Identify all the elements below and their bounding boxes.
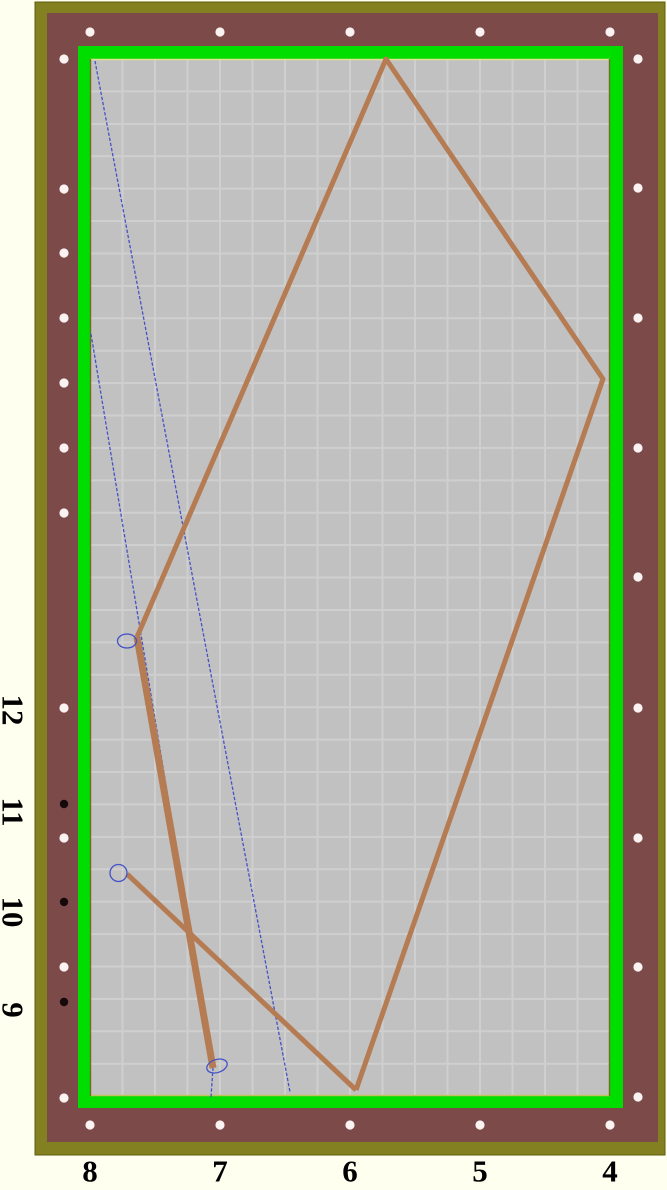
rail-diamond-left xyxy=(59,313,69,323)
rail-diamond-right xyxy=(633,313,643,323)
shot-paths xyxy=(125,56,606,1092)
rail-diamonds xyxy=(59,27,643,1130)
rail-diamond-left-black xyxy=(59,897,69,907)
rail-diamond-top xyxy=(475,27,485,37)
rail-diamond-right xyxy=(633,962,643,972)
rail-diamond-left xyxy=(59,184,69,194)
rail-diamond-left xyxy=(59,248,69,258)
bottom-rail-label-5: 5 xyxy=(472,1154,488,1189)
rail-diamond-left xyxy=(59,508,69,518)
rail-diamond-left xyxy=(59,833,69,843)
rail-diamond-bottom xyxy=(605,1120,615,1130)
rail-diamond-top xyxy=(345,27,355,37)
cue-ball-path-thick xyxy=(133,636,217,1069)
rail-diamond-left xyxy=(59,378,69,388)
rail-diamond-bottom xyxy=(345,1120,355,1130)
object-ball-path xyxy=(134,56,606,1091)
rail-diamond-left xyxy=(59,54,69,64)
left-rail-label-10: 10 xyxy=(0,897,31,928)
bed-grid xyxy=(90,59,610,1096)
rail-diamond-top xyxy=(605,27,615,37)
rail-diamond-bottom xyxy=(85,1120,95,1130)
ball-marker[interactable] xyxy=(116,633,138,649)
rail-diamond-right xyxy=(633,703,643,713)
bottom-rail-label-7: 7 xyxy=(212,1154,228,1189)
bottom-rail-label-4: 4 xyxy=(602,1154,618,1189)
left-rail-label-11: 11 xyxy=(0,797,31,826)
ball-marker[interactable] xyxy=(205,1057,229,1076)
rail-number-labels: 8 7 6 5 4 12 11 10 9 xyxy=(0,695,618,1189)
rail-diamond-top xyxy=(85,27,95,37)
left-rail-label-9: 9 xyxy=(0,1002,31,1018)
left-rail-label-12: 12 xyxy=(0,695,31,726)
bottom-rail-label-8: 8 xyxy=(82,1154,98,1189)
rail-diamond-bottom xyxy=(475,1120,485,1130)
rail-diamond-right xyxy=(633,833,643,843)
rail-diamond-left-black xyxy=(59,799,69,809)
ball-markers xyxy=(109,633,229,1076)
rail-diamond-left xyxy=(59,443,69,453)
rail-diamond-right xyxy=(633,183,643,193)
rail-diamond-top xyxy=(215,27,225,37)
rail-diamond-bottom xyxy=(215,1120,225,1130)
rail-diamond-right xyxy=(633,1092,643,1102)
aim-line-long xyxy=(94,60,291,1093)
rail-diamond-left xyxy=(59,1093,69,1103)
rail-diamond-left xyxy=(59,703,69,713)
bed-edge-lines xyxy=(89,58,611,1097)
cue-ball-path-short xyxy=(125,872,358,1092)
rail-diamond-right xyxy=(633,572,643,582)
rail-diamond-right xyxy=(633,443,643,453)
bottom-rail-label-6: 6 xyxy=(342,1154,358,1189)
rail-diamond-left-black xyxy=(59,997,69,1007)
rail-diamond-left xyxy=(59,962,69,972)
rail-diamond-right xyxy=(633,54,643,64)
ball-marker[interactable] xyxy=(109,863,128,883)
